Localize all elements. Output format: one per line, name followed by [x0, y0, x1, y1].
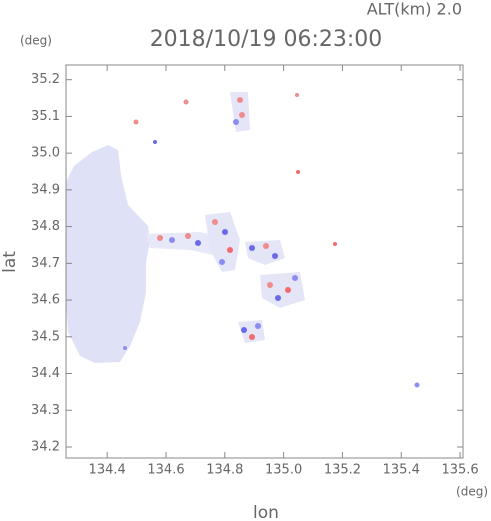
- x-tick-label: 134.8: [206, 463, 243, 478]
- y-unit: (deg): [20, 34, 52, 48]
- y-tick-label: 34.5: [31, 329, 60, 344]
- y-tick-label: 34.2: [31, 439, 60, 454]
- y-tick-label: 34.7: [31, 256, 60, 271]
- y-tick-label: 35.1: [31, 109, 60, 124]
- x-axis-label: lon: [253, 503, 279, 521]
- y-tick-label: 34.6: [31, 293, 60, 308]
- x-tick-label: 135.6: [441, 463, 478, 478]
- x-unit: (deg): [456, 485, 488, 499]
- chart-title: 2018/10/19 06:23:00: [150, 27, 383, 52]
- y-tick-label: 34.8: [31, 219, 60, 234]
- altitude-annotation: ALT(km) 2.0: [367, 0, 462, 19]
- echo-cells: [123, 93, 420, 388]
- echo-area: [66, 92, 305, 363]
- x-tick-label: 135.4: [383, 463, 420, 478]
- y-axis-label: lat: [0, 251, 20, 273]
- y-tick-label: 35.0: [31, 146, 60, 161]
- x-tick-label: 134.6: [147, 463, 184, 478]
- x-tick-label: 134.4: [89, 463, 126, 478]
- x-tick-label: 135.0: [265, 463, 302, 478]
- y-tick-label: 34.9: [31, 182, 60, 197]
- plot-frame: [65, 64, 464, 459]
- y-tick-label: 34.3: [31, 403, 60, 418]
- x-tick-label: 135.2: [324, 463, 361, 478]
- y-tick-label: 34.4: [31, 366, 60, 381]
- y-tick-label: 35.2: [31, 72, 60, 87]
